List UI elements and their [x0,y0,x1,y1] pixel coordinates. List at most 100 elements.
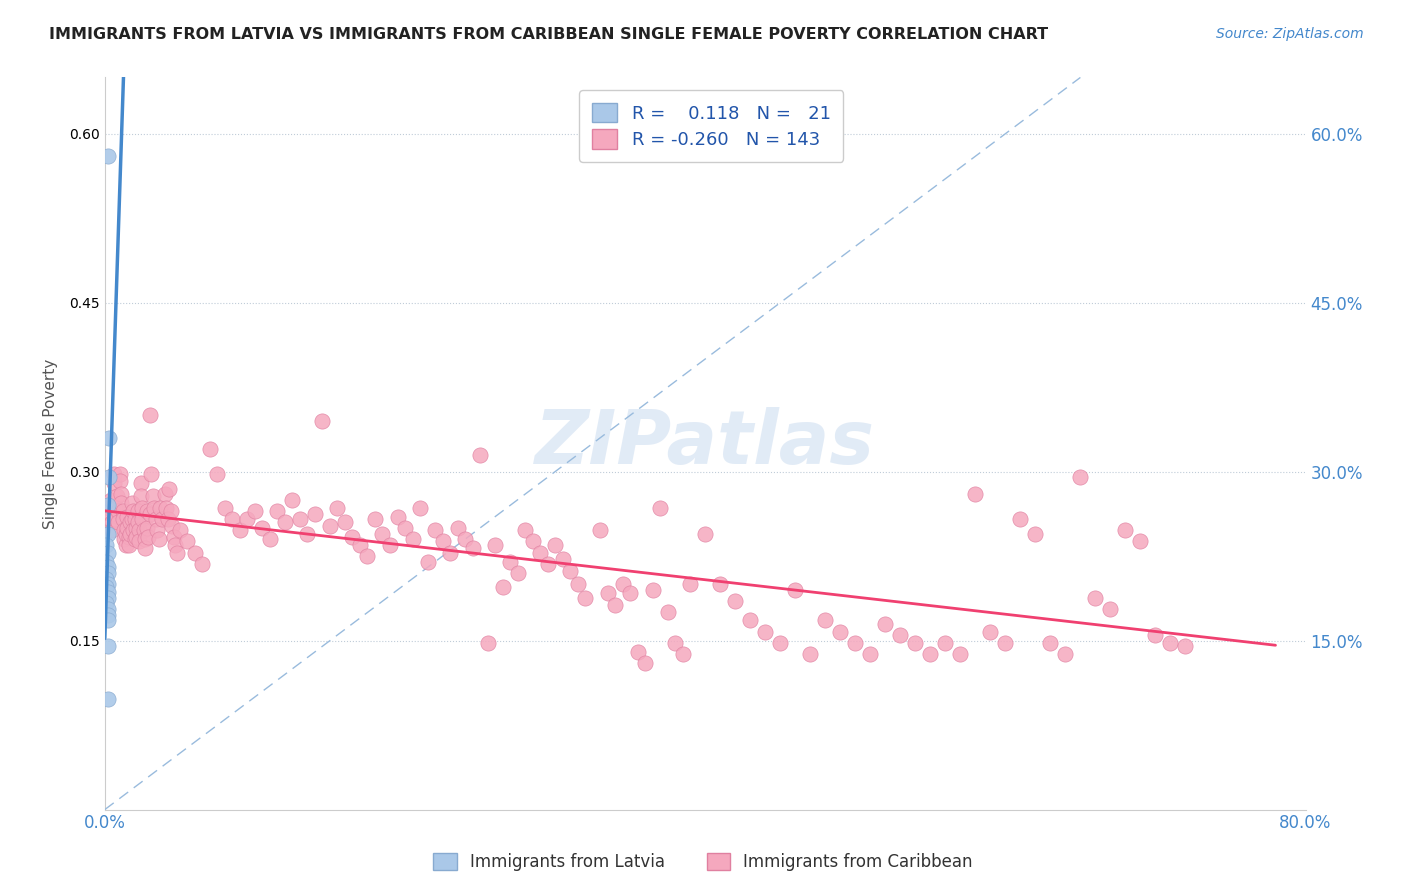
Point [522,534,544,549]
Point [135,521,157,535]
Point [356,549,378,563]
Point [103,475,125,490]
Point [96,596,118,610]
Point [160,504,183,518]
Point [103,467,125,481]
Legend: R =    0.118   N =   21, R = -0.260   N = 143: R = 0.118 N = 21, R = -0.260 N = 143 [579,90,844,161]
Point [110,496,132,510]
Point [122,523,145,537]
Point [115,538,138,552]
Point [108,467,131,481]
Point [127,516,149,530]
Point [129,490,152,504]
Point [98,500,121,515]
Point [252,521,274,535]
Point [342,530,364,544]
Point [1084,591,1107,605]
Point [364,512,387,526]
Point [1010,512,1032,526]
Point [111,504,134,518]
Point [544,538,567,552]
Point [191,557,214,571]
Point [107,516,129,530]
Point [605,598,627,612]
Point [1099,602,1122,616]
Point [97,526,120,541]
Point [98,431,121,445]
Point [143,500,166,515]
Point [695,526,717,541]
Point [979,624,1001,639]
Point [378,538,401,552]
Point [934,636,956,650]
Point [156,512,179,526]
Point [281,492,304,507]
Point [439,546,461,560]
Point [754,624,776,639]
Point [97,149,120,163]
Point [589,523,612,537]
Point [153,487,176,501]
Point [1174,639,1197,653]
Point [96,555,118,569]
Point [499,555,522,569]
Point [423,523,446,537]
Point [536,557,558,571]
Point [139,409,162,423]
Point [100,508,122,522]
Point [371,526,394,541]
Text: IMMIGRANTS FROM LATVIA VS IMMIGRANTS FROM CARIBBEAN SINGLE FEMALE POVERTY CORREL: IMMIGRANTS FROM LATVIA VS IMMIGRANTS FRO… [49,27,1049,42]
Point [127,504,149,518]
Point [1159,636,1181,650]
Point [97,560,120,574]
Legend: Immigrants from Latvia, Immigrants from Caribbean: Immigrants from Latvia, Immigrants from … [425,845,981,880]
Point [214,500,236,515]
Point [920,647,942,661]
Point [155,500,177,515]
Point [149,500,172,515]
Point [814,613,837,627]
Point [101,516,124,530]
Point [96,572,118,586]
Point [139,508,162,522]
Point [319,518,342,533]
Point [627,645,650,659]
Point [125,530,148,544]
Point [297,526,319,541]
Point [558,564,581,578]
Point [107,504,129,518]
Point [657,606,679,620]
Point [740,613,762,627]
Point [117,509,139,524]
Text: Source: ZipAtlas.com: Source: ZipAtlas.com [1216,27,1364,41]
Point [129,475,152,490]
Point [97,613,120,627]
Point [844,636,866,650]
Point [484,538,506,552]
Point [416,555,439,569]
Point [409,500,432,515]
Point [221,512,243,526]
Point [97,607,120,622]
Text: ZIPatlas: ZIPatlas [536,407,875,480]
Point [97,585,120,599]
Point [446,521,468,535]
Point [311,414,333,428]
Point [98,470,121,484]
Point [875,616,897,631]
Point [97,639,120,653]
Point [1039,636,1062,650]
Point [150,512,173,526]
Point [132,523,155,537]
Point [166,546,188,560]
Point [97,602,120,616]
Point [965,487,987,501]
Point [567,577,589,591]
Point [904,636,927,650]
Point [176,534,198,549]
Point [184,546,207,560]
Point [612,577,634,591]
Point [162,518,184,533]
Point [634,656,657,670]
Point [949,647,972,661]
